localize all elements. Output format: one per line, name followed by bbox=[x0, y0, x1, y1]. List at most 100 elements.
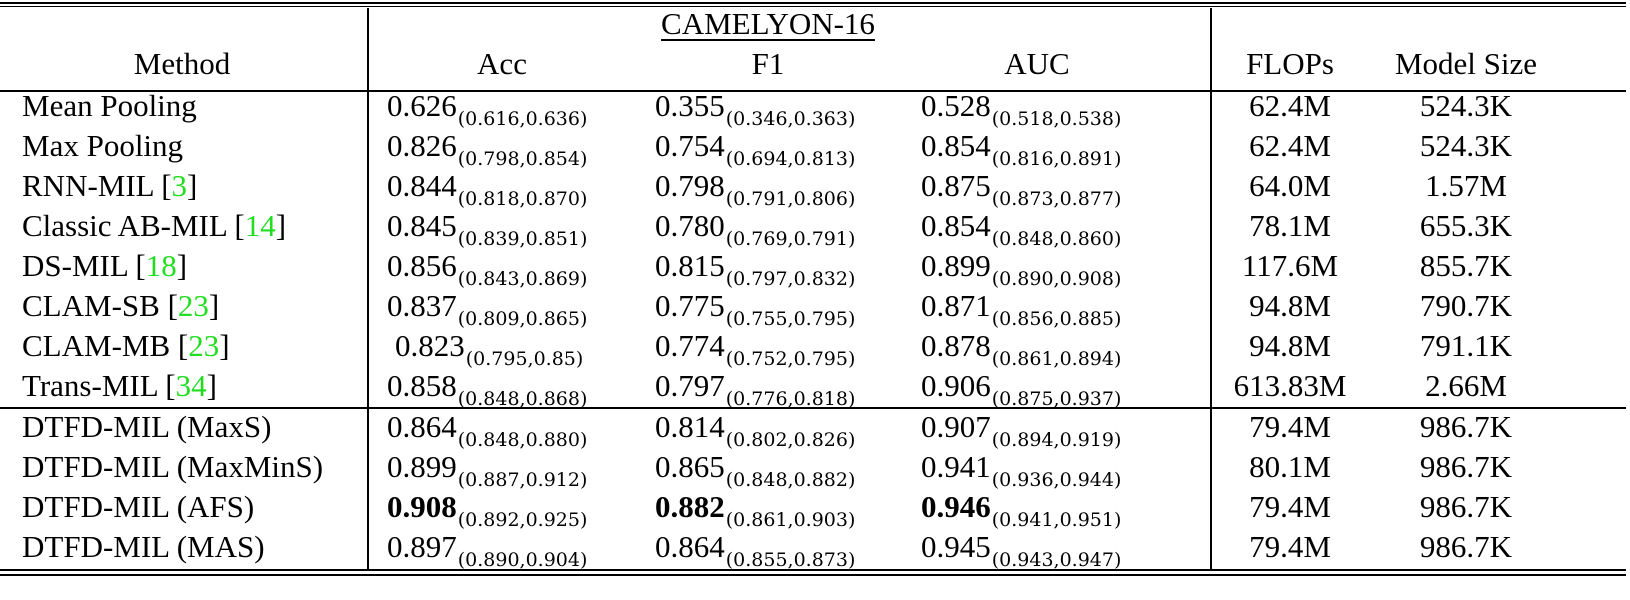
flops-cell: 613.83M bbox=[1233, 368, 1347, 403]
acc-value: 0.899 bbox=[387, 449, 457, 484]
auc-value: 0.941 bbox=[921, 449, 991, 484]
citation-link[interactable]: 14 bbox=[244, 208, 276, 243]
acc-ci: (0.809,0.865) bbox=[457, 308, 588, 330]
citation-link[interactable]: 23 bbox=[188, 328, 220, 363]
flops-cell: 64.0M bbox=[1249, 168, 1331, 203]
acc-value: 0.897 bbox=[387, 529, 457, 564]
f1-ci: (0.791,0.806) bbox=[725, 188, 856, 210]
auc-ci: (0.848,0.860) bbox=[991, 228, 1122, 250]
method-name: DTFD-MIL (MaxMinS) bbox=[22, 449, 324, 484]
f1-ci: (0.346,0.363) bbox=[725, 108, 856, 130]
model-size-cell: 791.1K bbox=[1419, 328, 1513, 363]
f1-cell: 0.774(0.752,0.795) bbox=[655, 326, 855, 370]
auc-cell: 0.854(0.816,0.891) bbox=[921, 126, 1121, 170]
auc-cell: 0.875(0.873,0.877) bbox=[921, 166, 1121, 210]
method-name: Trans-MIL bbox=[22, 368, 158, 403]
col-header-method: Method bbox=[133, 46, 231, 81]
method-cell: Max Pooling bbox=[22, 126, 183, 166]
f1-ci: (0.755,0.795) bbox=[725, 308, 856, 330]
metrics-divider bbox=[1210, 8, 1212, 570]
f1-cell: 0.865(0.848,0.882) bbox=[655, 447, 855, 491]
auc-value: 0.899 bbox=[921, 248, 991, 283]
f1-ci: (0.752,0.795) bbox=[725, 348, 856, 370]
f1-value: 0.864 bbox=[655, 529, 725, 564]
col-header-model-size: Model Size bbox=[1394, 46, 1538, 81]
citation-link[interactable]: 34 bbox=[175, 368, 207, 403]
acc-value: 0.826 bbox=[387, 128, 457, 163]
f1-value: 0.775 bbox=[655, 288, 725, 323]
flops-cell: 79.4M bbox=[1249, 529, 1331, 564]
method-cell: CLAM-SB [23] bbox=[22, 288, 220, 323]
acc-cell: 0.899(0.887,0.912) bbox=[387, 447, 587, 491]
acc-value: 0.864 bbox=[387, 409, 457, 444]
f1-cell: 0.775(0.755,0.795) bbox=[655, 286, 855, 330]
f1-cell: 0.754(0.694,0.813) bbox=[655, 126, 855, 170]
header-rule bbox=[0, 90, 1626, 92]
auc-cell: 0.878(0.861,0.894) bbox=[921, 326, 1121, 370]
auc-cell: 0.854(0.848,0.860) bbox=[921, 206, 1121, 250]
col-header-acc: Acc bbox=[477, 46, 527, 81]
method-divider bbox=[367, 8, 369, 570]
model-size-cell: 986.7K bbox=[1419, 409, 1513, 444]
method-cell: Mean Pooling bbox=[22, 86, 197, 126]
acc-ci: (0.818,0.870) bbox=[457, 188, 588, 210]
method-cell: Trans-MIL [34] bbox=[22, 368, 217, 403]
f1-cell: 0.355(0.346,0.363) bbox=[655, 86, 855, 130]
citation-link[interactable]: 23 bbox=[177, 288, 209, 323]
f1-value: 0.814 bbox=[655, 409, 725, 444]
model-size-cell: 524.3K bbox=[1419, 88, 1513, 123]
f1-value: 0.798 bbox=[655, 168, 725, 203]
acc-ci: (0.795,0.85) bbox=[465, 348, 584, 370]
f1-ci: (0.861,0.903) bbox=[725, 509, 856, 531]
acc-cell: 0.908(0.892,0.925) bbox=[387, 487, 587, 531]
auc-value: 0.854 bbox=[921, 208, 991, 243]
auc-ci: (0.816,0.891) bbox=[991, 148, 1122, 170]
f1-cell: 0.815(0.797,0.832) bbox=[655, 246, 855, 290]
acc-cell: 0.823(0.795,0.85) bbox=[395, 326, 583, 370]
acc-value: 0.626 bbox=[387, 88, 457, 123]
col-header-auc: AUC bbox=[1004, 46, 1070, 81]
method-cell: Classic AB-MIL [14] bbox=[22, 208, 287, 243]
acc-cell: 0.858(0.848,0.868) bbox=[387, 366, 587, 410]
group-rule bbox=[0, 407, 1626, 409]
auc-value: 0.906 bbox=[921, 368, 991, 403]
auc-value: 0.878 bbox=[921, 328, 991, 363]
flops-cell: 62.4M bbox=[1249, 88, 1331, 123]
citation-link[interactable]: 3 bbox=[171, 168, 188, 203]
flops-cell: 79.4M bbox=[1249, 409, 1331, 444]
model-size-cell: 790.7K bbox=[1419, 288, 1513, 323]
f1-ci: (0.855,0.873) bbox=[725, 549, 856, 571]
flops-cell: 117.6M bbox=[1241, 248, 1339, 283]
acc-value: 0.908 bbox=[387, 489, 457, 524]
auc-cell: 0.946(0.941,0.951) bbox=[921, 487, 1121, 531]
auc-value: 0.945 bbox=[921, 529, 991, 564]
method-cell: CLAM-MB [23] bbox=[22, 328, 230, 363]
col-header-flops: FLOPs bbox=[1246, 46, 1334, 81]
f1-ci: (0.694,0.813) bbox=[725, 148, 856, 170]
acc-value: 0.837 bbox=[387, 288, 457, 323]
acc-cell: 0.864(0.848,0.880) bbox=[387, 407, 587, 451]
model-size-cell: 855.7K bbox=[1419, 248, 1513, 283]
auc-value: 0.875 bbox=[921, 168, 991, 203]
method-name: RNN-MIL bbox=[22, 168, 154, 203]
acc-value: 0.858 bbox=[387, 368, 457, 403]
f1-value: 0.780 bbox=[655, 208, 725, 243]
f1-cell: 0.864(0.855,0.873) bbox=[655, 527, 855, 571]
acc-cell: 0.845(0.839,0.851) bbox=[387, 206, 587, 250]
acc-ci: (0.848,0.868) bbox=[457, 388, 588, 410]
f1-value: 0.865 bbox=[655, 449, 725, 484]
acc-ci: (0.890,0.904) bbox=[457, 549, 588, 571]
f1-value: 0.355 bbox=[655, 88, 725, 123]
acc-value: 0.823 bbox=[395, 328, 465, 363]
f1-value: 0.754 bbox=[655, 128, 725, 163]
f1-cell: 0.780(0.769,0.791) bbox=[655, 206, 855, 250]
citation-link[interactable]: 18 bbox=[145, 248, 177, 283]
auc-ci: (0.943,0.947) bbox=[991, 549, 1122, 571]
method-cell: DTFD-MIL (MAS) bbox=[22, 527, 265, 567]
flops-cell: 79.4M bbox=[1249, 489, 1331, 524]
method-name: Max Pooling bbox=[22, 128, 184, 163]
top-rule bbox=[0, 2, 1626, 4]
method-name: DTFD-MIL (MaxS) bbox=[22, 409, 272, 444]
model-size-cell: 2.66M bbox=[1425, 368, 1507, 403]
auc-ci: (0.890,0.908) bbox=[991, 268, 1122, 290]
